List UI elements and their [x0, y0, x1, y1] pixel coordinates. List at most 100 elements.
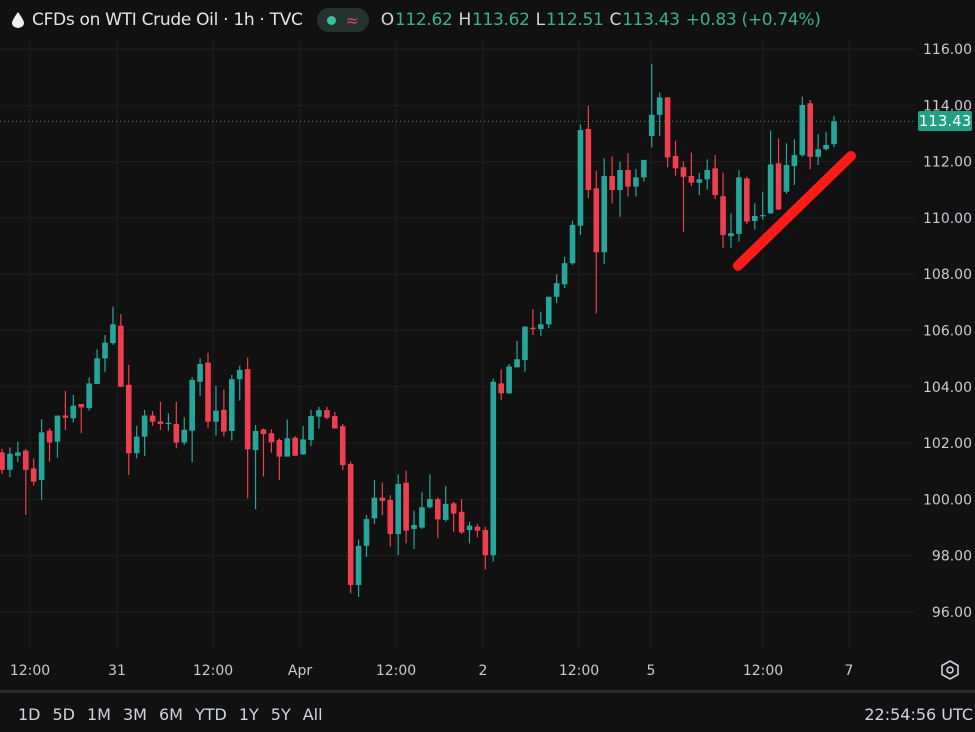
candle-body: [553, 283, 560, 297]
candle: [0, 448, 5, 475]
candle: [379, 482, 386, 516]
candle-body: [514, 359, 520, 368]
candle-body: [506, 366, 512, 394]
candle: [625, 153, 631, 197]
candle-body: [783, 164, 790, 192]
time-tick-label: 12:00: [743, 663, 783, 679]
candle-body: [672, 155, 679, 169]
candle-body: [355, 545, 362, 585]
price-axis[interactable]: 96.00 98.00 100.00 102.00 104.00 106.00 108.00…: [923, 42, 972, 621]
time-tick-label: 12:00: [10, 663, 50, 679]
candle-body: [696, 179, 703, 183]
candle-body: [292, 437, 298, 456]
candle-body: [363, 519, 370, 546]
price-tick-label: 96.00: [932, 605, 972, 621]
candle-body: [664, 97, 671, 158]
candle: [688, 152, 695, 187]
candle: [157, 401, 164, 430]
candle: [775, 138, 782, 211]
time-tick-label: 31: [108, 663, 126, 679]
trend-line-annotation[interactable]: [733, 150, 856, 271]
time-tick-label: 12:00: [559, 663, 599, 679]
candle: [38, 419, 45, 500]
candle-body: [300, 439, 306, 455]
candle: [569, 220, 576, 265]
candle-body: [490, 381, 497, 556]
candle: [324, 406, 330, 420]
candle-body: [133, 436, 140, 454]
candle: [450, 501, 457, 532]
candle-body: [593, 188, 600, 253]
candle-body: [276, 440, 283, 457]
candle-body: [15, 452, 21, 456]
range-button-all[interactable]: All: [302, 705, 323, 724]
chart-background: [0, 0, 975, 690]
status-pill[interactable]: ≈: [316, 8, 369, 32]
high-value: 113.62: [471, 10, 530, 30]
candle-body: [688, 175, 695, 183]
candle: [205, 352, 211, 429]
candle-body: [609, 175, 615, 191]
range-button-1y[interactable]: 1Y: [238, 705, 259, 724]
candle-body: [569, 224, 576, 264]
candle-body: [387, 499, 394, 535]
candle-body: [78, 403, 85, 408]
time-tick-label: Apr: [288, 663, 312, 679]
candle-body: [712, 168, 718, 196]
range-button-3m[interactable]: 3M: [122, 705, 147, 724]
candle-body: [221, 409, 227, 432]
candle: [609, 156, 615, 204]
gear-icon[interactable]: [940, 660, 960, 680]
clock[interactable]: 22:54:56 UTC: [864, 705, 973, 724]
candle-body: [189, 380, 195, 431]
candle: [355, 539, 362, 597]
candle: [228, 374, 235, 441]
candle: [672, 140, 679, 176]
candle-body: [54, 415, 61, 442]
price-tick-label: 104.00: [923, 380, 972, 396]
close-label: C: [609, 10, 622, 30]
range-button-6m[interactable]: 6M: [158, 705, 183, 724]
range-button-1m[interactable]: 1M: [87, 705, 111, 724]
symbol-title[interactable]: CFDs on WTI Crude Oil · 1h · TVC: [32, 10, 303, 30]
candle-body: [815, 149, 821, 157]
candle-body: [403, 482, 409, 531]
candle: [783, 143, 790, 194]
candle: [736, 170, 742, 242]
candlestick-chart[interactable]: 96.00 98.00 100.00 102.00 104.00 106.00 108.00…: [0, 0, 975, 690]
candle: [577, 124, 584, 236]
price-tick-label: 110.00: [923, 211, 972, 227]
candle: [149, 411, 156, 426]
candle: [308, 409, 314, 446]
candle-body: [767, 164, 774, 214]
candle: [363, 515, 370, 557]
candle-body: [173, 423, 180, 443]
candle-body: [332, 416, 338, 429]
candle-body: [347, 463, 354, 585]
range-button-5y[interactable]: 5Y: [270, 705, 291, 724]
candle-body: [284, 438, 291, 457]
candle: [427, 474, 433, 509]
range-button-5d[interactable]: 5D: [52, 705, 76, 724]
time-axis[interactable]: 12:00 31 12:00 Apr 12:00 2 12:00 5 12:00 7: [10, 663, 854, 679]
candle-body: [799, 105, 806, 156]
candle-body: [807, 103, 814, 157]
candle: [300, 425, 306, 455]
candle: [815, 134, 821, 165]
candle: [807, 99, 814, 170]
candle: [514, 340, 520, 368]
candle-body: [466, 525, 473, 531]
candle-body: [617, 170, 623, 191]
price-tick-label: 116.00: [923, 42, 972, 58]
candle: [680, 161, 687, 232]
range-button-ytd[interactable]: YTD: [194, 705, 227, 724]
candle-body: [236, 369, 243, 380]
candle: [442, 485, 449, 522]
candle: [173, 401, 180, 449]
candle-body: [720, 196, 726, 236]
candle-body: [118, 325, 124, 387]
candle: [110, 306, 116, 345]
range-button-1d[interactable]: 1D: [18, 705, 41, 724]
change-value: +0.83 (+0.74%): [685, 10, 821, 30]
price-tick-label: 98.00: [932, 549, 972, 565]
